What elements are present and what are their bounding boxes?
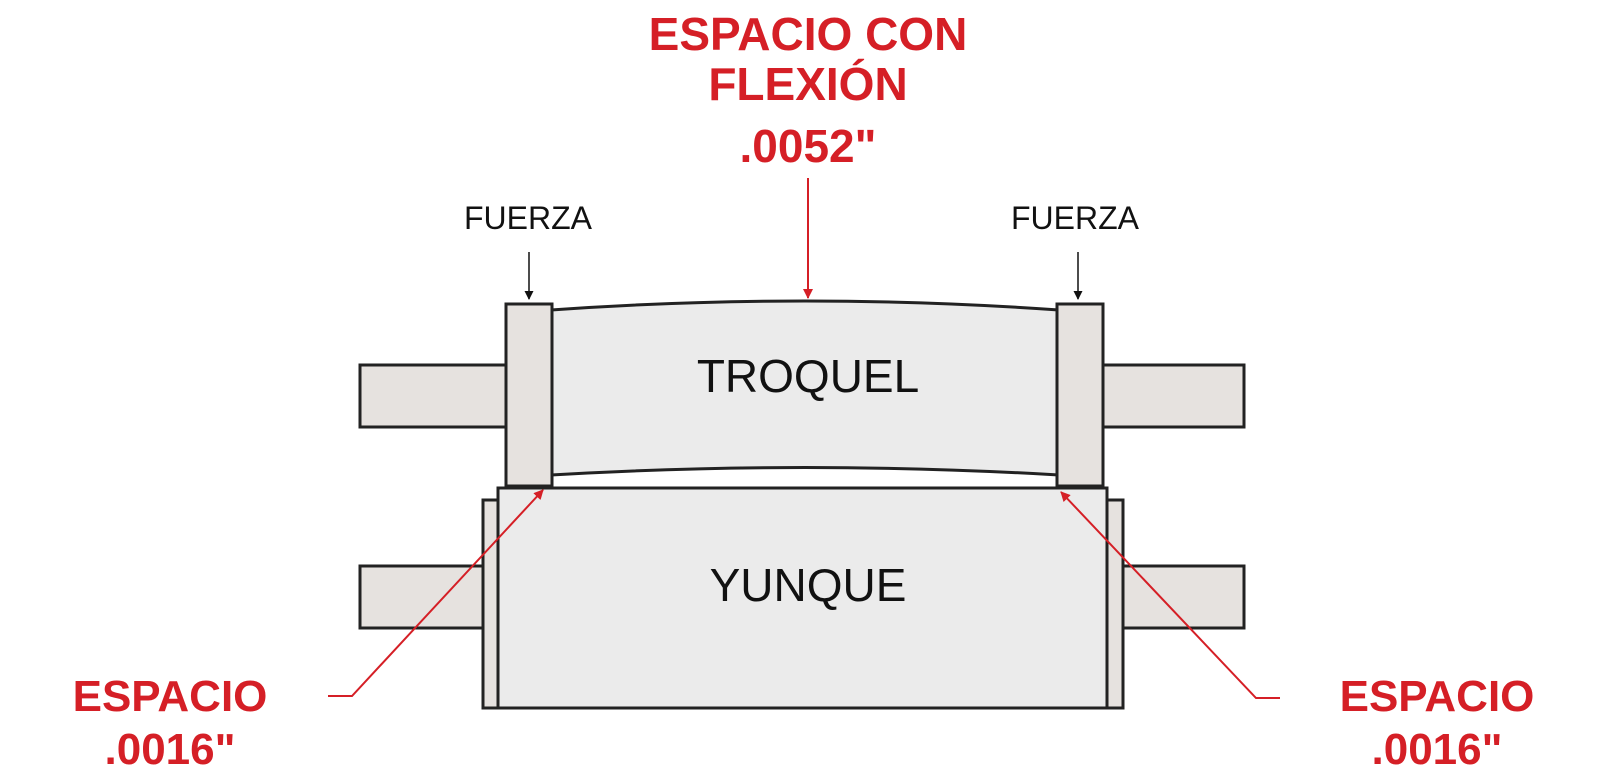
die-bearer-left xyxy=(504,302,554,488)
anvil-body xyxy=(496,486,1109,710)
die-label: TROQUEL xyxy=(697,350,919,402)
gap-right-title: ESPACIO xyxy=(1340,672,1535,721)
force-label-left: FUERZA xyxy=(464,200,593,236)
flexion-gap-title-line1: ESPACIO CON xyxy=(649,8,968,60)
gap-right-leader xyxy=(1060,491,1280,699)
force-label-right: FUERZA xyxy=(1011,200,1140,236)
anvil-label: YUNQUE xyxy=(710,559,907,611)
gap-right-value: .0016" xyxy=(1372,725,1503,774)
die-bearer-right xyxy=(1055,302,1105,488)
flexion-gap-title-line2: FLEXIÓN xyxy=(708,58,907,110)
gap-left-title: ESPACIO xyxy=(73,672,268,721)
flexion-gap-value: .0052" xyxy=(740,120,877,172)
die-shaft-left xyxy=(358,363,510,429)
die-shaft-right xyxy=(1095,363,1246,429)
gap-left-value: .0016" xyxy=(105,725,236,774)
anvil-shaft-right xyxy=(1120,564,1246,630)
gap-left-leader xyxy=(328,489,544,697)
